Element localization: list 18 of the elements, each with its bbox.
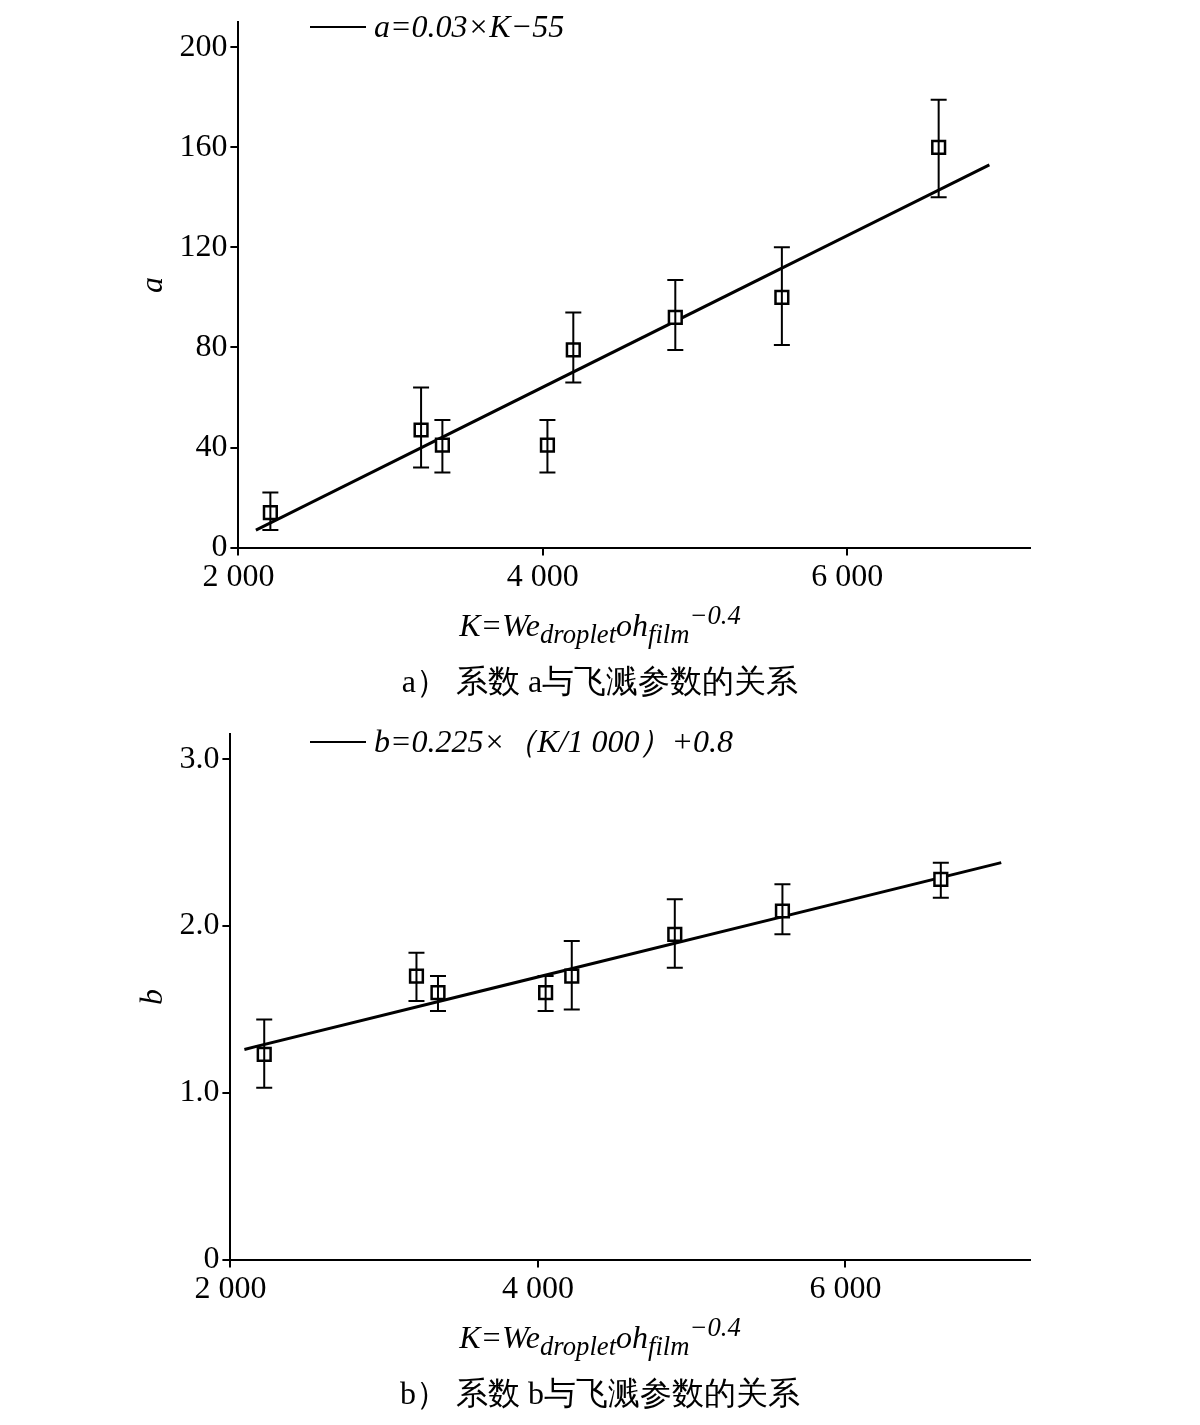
y-axis-title: a (132, 276, 169, 293)
y-axis-title: b (132, 988, 169, 1005)
legend-label: a=0.03×K−55 (374, 8, 565, 45)
y-tick-label: 3.0 (179, 738, 220, 775)
text: a） 系数 a与飞溅参数的关系 (400, 662, 800, 701)
text: b） 系数 b与飞溅参数的关系 (399, 1374, 801, 1413)
y-tick-label: 120 (179, 226, 228, 263)
y-tick-label: 160 (179, 126, 228, 163)
legend-label: b=0.225×（K/1 000）+0.8 (374, 722, 734, 761)
y-tick-label: 40 (195, 426, 228, 463)
y-tick-label: 2.0 (179, 905, 220, 942)
y-tick-label: 200 (179, 26, 228, 63)
x-tick-label: 6 000 (811, 557, 884, 594)
x-tick-label: 4 000 (506, 557, 579, 594)
x-tick-label: 6 000 (809, 1269, 882, 1306)
y-tick-label: 80 (195, 326, 228, 363)
y-tick-label: 1.0 (179, 1072, 220, 1109)
x-tick-label: 4 000 (501, 1269, 574, 1306)
